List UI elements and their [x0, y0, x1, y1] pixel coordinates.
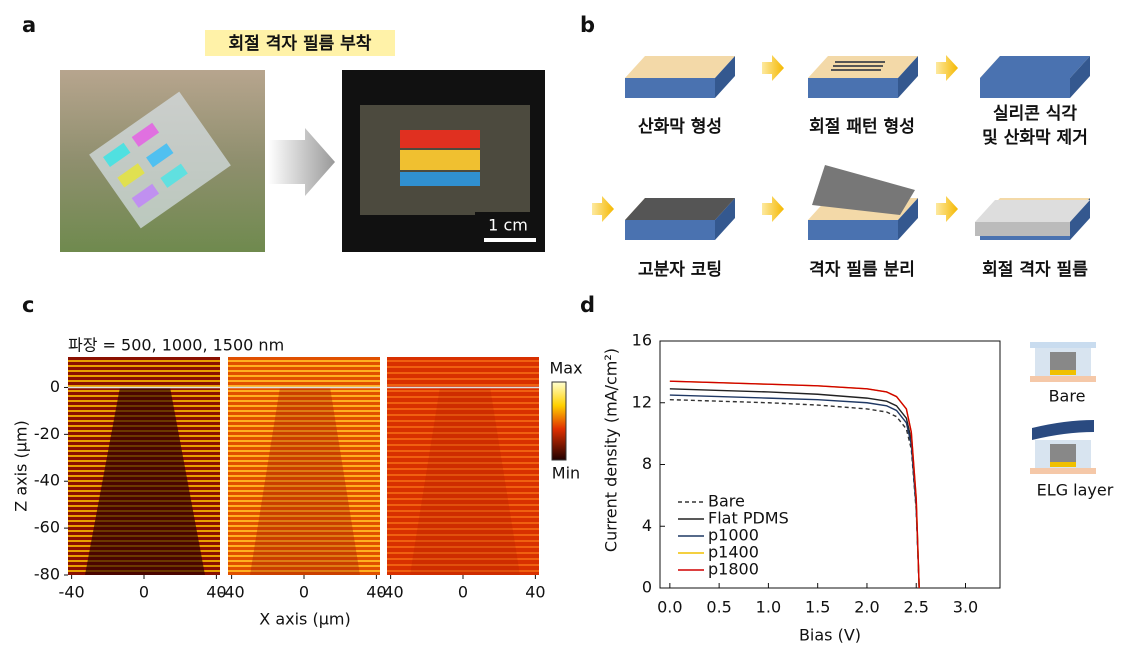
x-tick-label: 0: [299, 583, 309, 602]
x-tick-label: 0: [139, 583, 149, 602]
colorbar: [551, 381, 567, 461]
legend-label: Bare: [708, 492, 745, 511]
heatmap-shade: [410, 387, 520, 575]
process-arrows: [592, 55, 958, 222]
step-label: 및 산화막 제거: [982, 128, 1088, 148]
x-tick-label: 40: [366, 583, 386, 602]
step-label: 회절 격자 필름: [982, 259, 1088, 280]
series-line: [669, 380, 920, 589]
heatmap-shade: [250, 387, 360, 575]
legend-label: p1800: [708, 560, 759, 579]
x-tick-label: -40: [59, 583, 85, 602]
step-label: 고분자 코팅: [638, 260, 722, 280]
x-tick-label: 1.5: [805, 598, 830, 617]
x-axis-label: Bias (V): [799, 626, 861, 645]
device: [400, 130, 480, 148]
panel-label: c: [22, 293, 34, 317]
device: [400, 150, 480, 170]
arrow: [268, 128, 335, 196]
y-tick-label: 12: [632, 392, 652, 411]
x-tick-label: 40: [206, 583, 226, 602]
step-label: 격자 필름 분리: [809, 260, 915, 280]
device: [400, 172, 480, 186]
colorbar-max: Max: [549, 359, 582, 378]
x-tick-label: 1.0: [756, 598, 781, 617]
film: [975, 222, 1070, 236]
step-label: 산화막 형성: [638, 116, 722, 137]
y-axis-label: Current density (mA/cm²): [602, 348, 621, 552]
x-tick-label: 2.5: [904, 598, 929, 617]
heatmap-shade: [85, 387, 205, 575]
y-tick-label: -20: [34, 424, 60, 443]
polymer: [625, 198, 735, 220]
y-tick-label: 4: [642, 516, 652, 535]
panel-label: b: [580, 13, 595, 37]
panel-label: a: [22, 13, 36, 37]
y-tick-label: 8: [642, 454, 652, 473]
x-tick-label: 3.0: [953, 598, 978, 617]
panel-title: 회절 격자 필름 부착: [229, 33, 372, 54]
x-tick-label: 2.0: [854, 598, 879, 617]
y-tick-label: 0: [642, 578, 652, 597]
caption: 파장 = 500, 1000, 1500 nm: [68, 336, 284, 355]
legend-label: p1400: [708, 543, 759, 562]
icon-bare: [1030, 342, 1096, 382]
y-tick-label: -80: [34, 565, 60, 584]
y-tick-label: 0: [50, 377, 60, 396]
panel-label: d: [580, 293, 595, 317]
icon-label: Bare: [1049, 387, 1086, 406]
grating-lines: [831, 61, 885, 71]
x-tick-label: 0.5: [706, 598, 731, 617]
film: [975, 200, 1090, 222]
x-tick-label: -40: [219, 583, 245, 602]
y-tick-label: 16: [632, 331, 652, 350]
step-label: 회절 패턴 형성: [809, 116, 915, 137]
x-tick-label: 0.0: [657, 598, 682, 617]
series-line: [669, 394, 920, 589]
film: [89, 91, 231, 229]
y-tick-label: -40: [34, 471, 60, 490]
scale-bar: [484, 238, 536, 242]
scale-bar-label: 1 cm: [488, 216, 528, 235]
heatmap: [387, 357, 539, 575]
colorbar-min: Min: [552, 464, 580, 483]
x-axis-label: X axis (μm): [259, 610, 350, 629]
x-tick-label: 40: [525, 583, 545, 602]
process-block: [625, 56, 735, 98]
title-highlight: [205, 30, 395, 56]
heatmap: [228, 357, 380, 575]
icon-label: ELG layer: [1037, 481, 1114, 500]
x-tick-label: -40: [378, 583, 404, 602]
x-tick-label: 0: [458, 583, 468, 602]
y-tick-label: -60: [34, 518, 60, 537]
series-line: [669, 398, 920, 589]
icon-elg: [1030, 420, 1096, 474]
y-axis-label: Z axis (μm): [12, 420, 31, 511]
etched-top: [980, 56, 1090, 78]
legend-label: Flat PDMS: [708, 509, 789, 528]
legend-label: p1000: [708, 526, 759, 545]
peeled-film: [812, 165, 915, 215]
step-label: 실리콘 식각: [993, 104, 1077, 124]
